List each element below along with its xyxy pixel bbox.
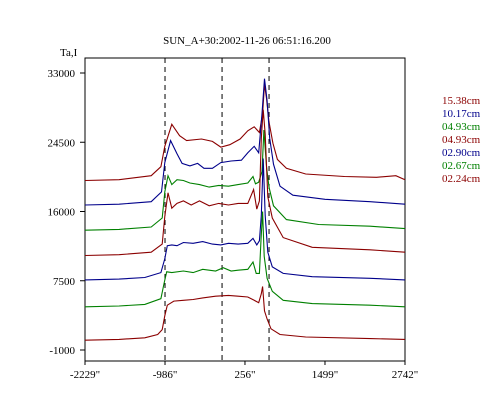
legend-entry: 02.90cm: [442, 147, 481, 159]
x-tick-label: -2229": [70, 369, 100, 381]
series-lines: [84, 78, 406, 341]
x-tick-label: 2742": [392, 369, 419, 381]
legend-entry: 02.24cm: [442, 173, 481, 185]
legend-entry: 10.17cm: [442, 108, 481, 120]
series-line: [84, 211, 406, 308]
series-line: [84, 78, 406, 206]
y-tick-label: 33000: [48, 68, 76, 80]
x-tick-label: 256": [234, 369, 255, 381]
series-line: [84, 158, 406, 281]
chart-title: SUN_A+30:2002-11-26 06:51:16.200: [163, 35, 331, 47]
y-tick-label: 16000: [48, 207, 76, 219]
x-tick-label: -986": [153, 369, 178, 381]
series-line: [84, 286, 406, 341]
y-tick-label: 24500: [48, 137, 76, 149]
y-axis-ticks: 33000 24500 16000 7500 -1000: [48, 68, 85, 357]
x-tick-label: 1499": [312, 369, 339, 381]
legend-entry: 15.38cm: [442, 95, 481, 107]
series-line: [84, 129, 406, 231]
plot-frame: [84, 57, 406, 362]
y-tick-label: 7500: [53, 276, 76, 288]
series-line: [84, 84, 406, 182]
reference-lines: [164, 58, 270, 361]
legend: 15.38cm10.17cm04.93cm04.93cm02.90cm02.67…: [442, 95, 481, 185]
y-axis-label: Ta,I: [60, 47, 78, 59]
x-axis-ticks: -2229" -986" 256" 1499" 2742": [70, 361, 418, 381]
y-tick-label: -1000: [49, 345, 75, 357]
legend-entry: 02.67cm: [442, 160, 481, 172]
legend-entry: 04.93cm: [442, 134, 481, 146]
legend-entry: 04.93cm: [442, 121, 481, 133]
series-line: [84, 109, 406, 257]
